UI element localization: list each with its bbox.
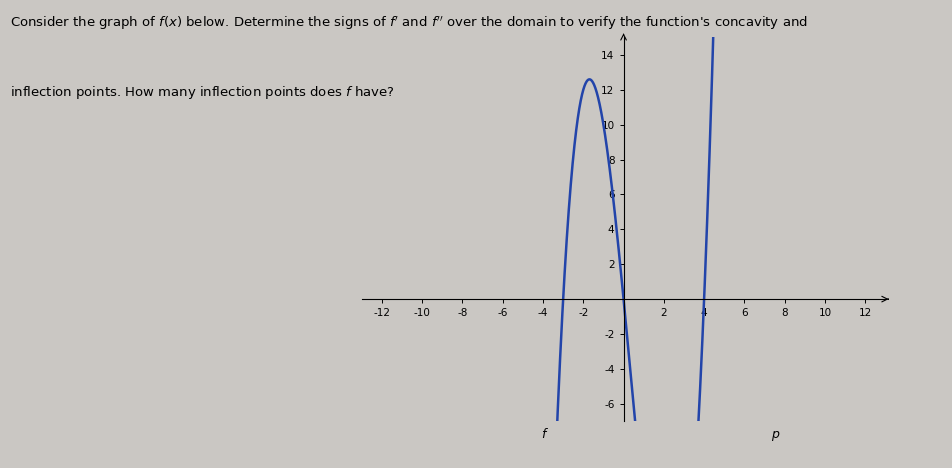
Text: p: p [771,428,779,441]
Text: inflection points. How many inflection points does $f$ have?: inflection points. How many inflection p… [10,84,394,101]
Text: Consider the graph of $f(x)$ below. Determine the signs of $f'$ and $f''$ over t: Consider the graph of $f(x)$ below. Dete… [10,14,807,31]
Text: f: f [541,428,545,441]
